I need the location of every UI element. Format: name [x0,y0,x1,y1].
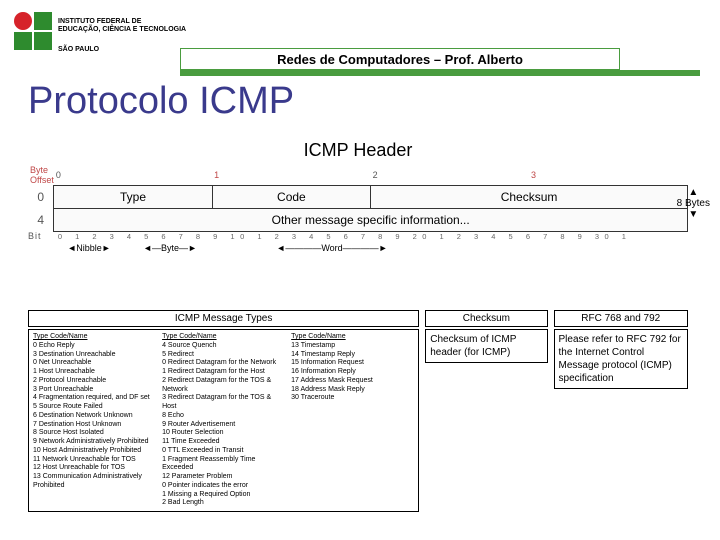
header-bar: Redes de Computadores – Prof. Alberto [180,48,620,70]
logo-subtext: SÃO PAULO [58,46,99,53]
icmp-diagram: ICMP Header Byte Offset 0 1 2 3 0 Type C… [28,140,688,253]
page-title: Protocolo ICMP [28,80,294,123]
field-other: Other message specific information... [54,208,688,231]
bytes-bracket: ▲8 Bytes▼ [677,187,710,220]
logo [14,12,52,50]
nibble-byte-word: ◄Nibble► ◄―Byte―► ◄――――Word――――► [62,243,688,253]
msg-types-box: ICMP Message Types Type Code/Name 0 Echo… [28,310,419,512]
header-underline [180,70,700,76]
field-code: Code [212,185,370,208]
lower-tables: ICMP Message Types Type Code/Name 0 Echo… [28,310,688,512]
msg-col-2: Type Code/Name 4 Source Quench 5 Redirec… [162,333,285,508]
msg-col-3: Type Code/Name 13 Timestamp 14 Timestamp… [291,333,414,508]
checksum-box: Checksum Checksum of ICMP header (for IC… [425,310,547,512]
course-label: Redes de Computadores – Prof. Alberto [277,52,523,67]
byte-offset-label: Byte Offset [30,165,54,185]
logo-text: INSTITUTO FEDERAL DE EDUCAÇÃO, CIÊNCIA E… [58,18,186,33]
header-table: Byte Offset 0 1 2 3 0 Type Code Checksum… [28,165,688,241]
field-checksum: Checksum [371,185,688,208]
msg-col-1: Type Code/Name 0 Echo Reply 3 Destinatio… [33,333,156,508]
bit-scale: 0 1 2 3 4 5 6 7 8 9 10 1 2 3 4 5 6 7 8 9… [54,231,688,241]
rfc-box: RFC 768 and 792 Please refer to RFC 792 … [554,310,688,512]
diagram-title: ICMP Header [28,140,688,161]
field-type: Type [54,185,212,208]
